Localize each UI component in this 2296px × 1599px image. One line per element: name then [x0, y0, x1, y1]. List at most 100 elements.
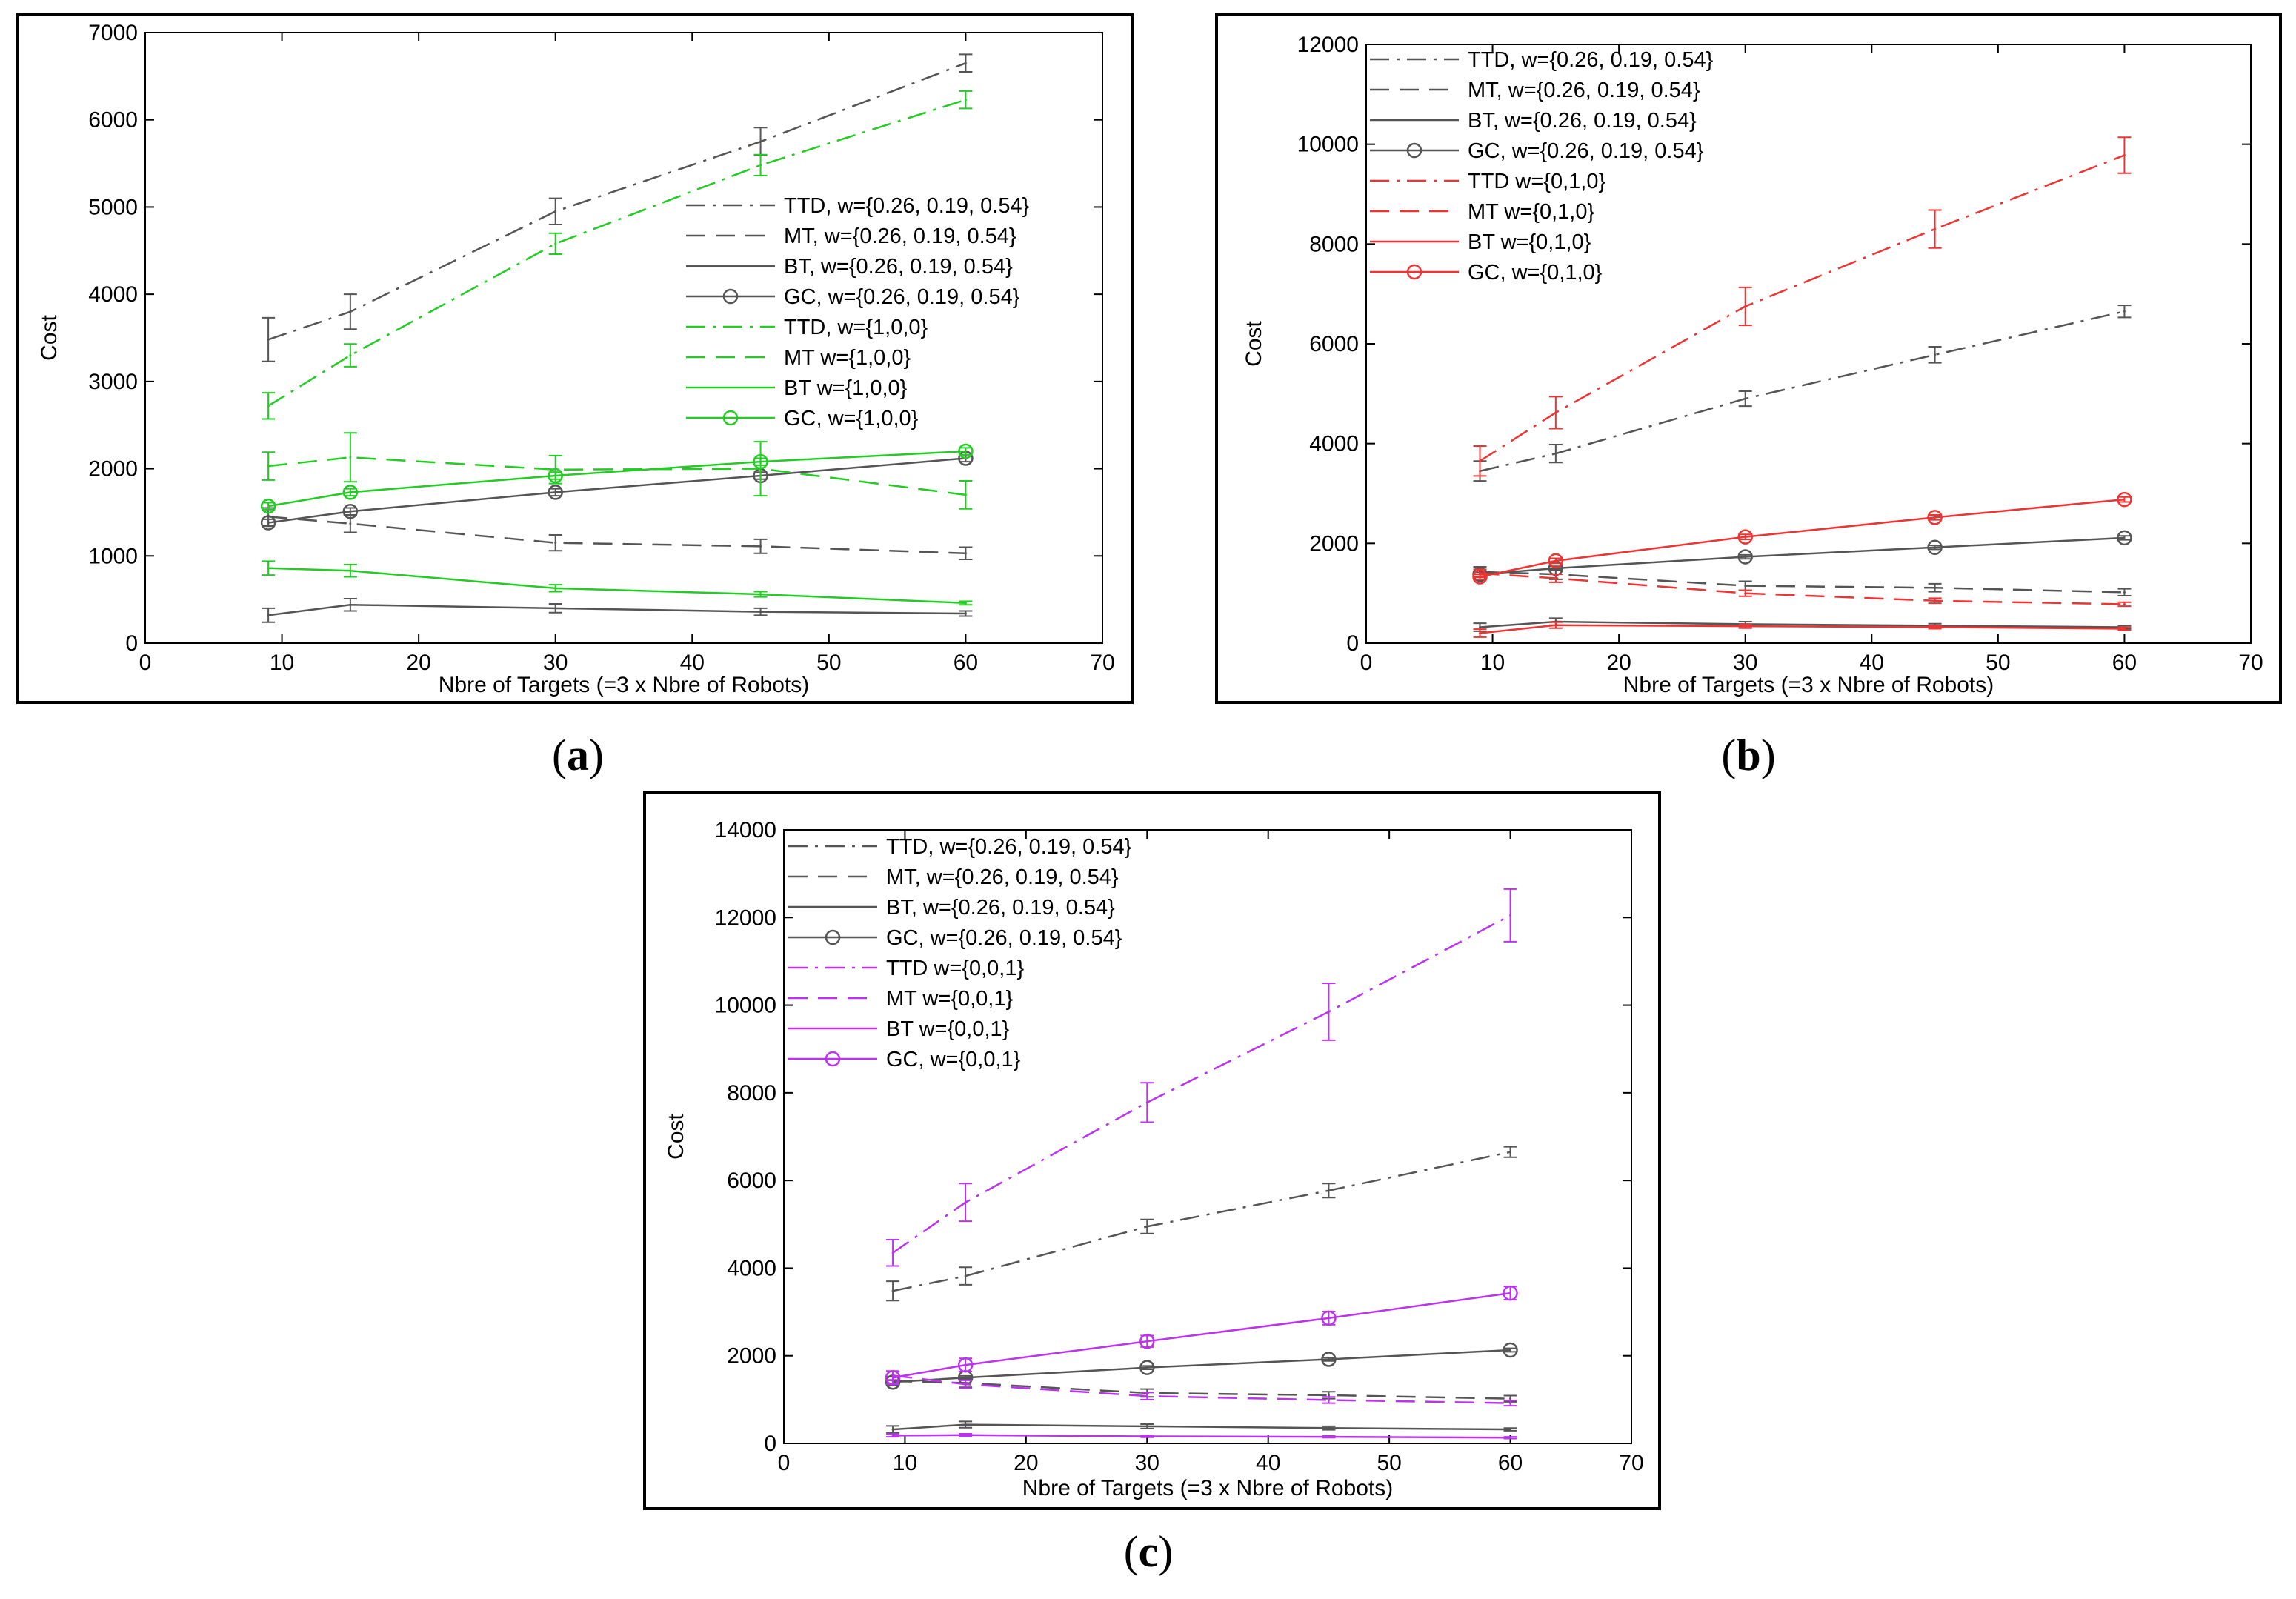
data-point: [1554, 411, 1557, 414]
x-tick-label: 50: [1377, 1451, 1401, 1475]
legend-marker: [825, 1051, 841, 1067]
data-point: [1554, 576, 1557, 579]
plot-area: [783, 829, 1632, 1444]
data-point: [342, 485, 359, 500]
y-tick-label: 2000: [727, 1344, 776, 1369]
data-point: [964, 493, 967, 496]
series-3: [885, 1342, 1518, 1390]
x-tick-label: 20: [406, 651, 430, 675]
legend-label: MT, w={0.26, 0.19, 0.54}: [886, 865, 1119, 889]
x-tick-label: 60: [1498, 1451, 1523, 1475]
data-point: [2123, 153, 2126, 156]
data-point: [349, 456, 352, 459]
caption-close: ): [1158, 1527, 1174, 1576]
caption-letter: c: [1138, 1527, 1159, 1576]
data-point: [1503, 1342, 1518, 1358]
chart-panel-a: 0 10 20 30 40 50 60 70 0 1000 2000 3000 4000 5000 6000…: [16, 13, 1134, 704]
chart-c: 0 10 20 30 40 50 60 70 0 2000 4000 6000 8000 10000 120…: [664, 818, 1644, 1500]
series-7: [885, 1285, 1518, 1386]
data-point: [1145, 1101, 1148, 1104]
data-point: [1554, 624, 1557, 627]
data-point: [964, 1423, 967, 1426]
data-point: [2123, 627, 2126, 630]
legend-label: TTD w={0,0,1}: [886, 957, 1024, 980]
x-tick-label: 70: [1090, 651, 1114, 675]
data-point: [1321, 1352, 1337, 1367]
y-tick-label: 5000: [88, 195, 138, 219]
series-0: [262, 53, 973, 362]
y-tick-label: 0: [125, 631, 138, 656]
caption-c: (c): [1074, 1526, 1222, 1578]
y-tick-label: 6000: [727, 1168, 776, 1193]
data-point: [1509, 1397, 1512, 1400]
series-5: [886, 1370, 1517, 1407]
x-tick-label: 10: [270, 651, 294, 675]
legend-label: BT w={0,0,1}: [886, 1017, 1010, 1041]
caption-letter: a: [567, 731, 589, 779]
data-point: [554, 587, 557, 590]
data-point: [1509, 1428, 1512, 1431]
series-line: [892, 914, 1511, 1254]
caption-b: (b): [1674, 730, 1823, 781]
x-tick-label: 40: [1860, 651, 1884, 675]
plot-area: [1365, 44, 2252, 644]
chart-panel-b: 0 10 20 30 40 50 60 70 0 2000 4000 6000 8000 10000 120…: [1215, 13, 2282, 704]
y-tick-label: 7000: [88, 21, 138, 45]
series-1: [262, 507, 973, 560]
series-6: [1473, 621, 2132, 638]
data-point: [1744, 592, 1747, 595]
x-tick-label: 30: [1733, 651, 1757, 675]
data-point: [342, 504, 359, 519]
data-point: [349, 310, 352, 313]
data-point: [1145, 1435, 1148, 1438]
data-point: [1509, 914, 1512, 917]
data-point: [964, 1201, 967, 1204]
data-point: [891, 1251, 894, 1254]
x-tick-label: 30: [1135, 1451, 1159, 1475]
legend-marker: [722, 410, 739, 426]
data-point: [554, 542, 557, 545]
x-tick-label: 30: [543, 651, 568, 675]
x-tick-label: 70: [2238, 651, 2263, 675]
data-point: [891, 1434, 894, 1437]
legend-label: TTD, w={0.26, 0.19, 0.54}: [784, 194, 1030, 218]
legend: TTD, w={0.26, 0.19, 0.54} MT, w={0.26, 0.…: [1370, 48, 1714, 285]
data-point: [1327, 1426, 1330, 1429]
series-4: [1473, 136, 2132, 477]
data-point: [964, 552, 967, 555]
data-point: [1737, 529, 1753, 545]
data-point: [1479, 459, 1482, 462]
caption-open: (: [1721, 731, 1737, 779]
legend-label: BT, w={0.26, 0.19, 0.54}: [1468, 109, 1697, 133]
x-tick-label: 60: [2112, 651, 2137, 675]
legend-label: MT w={0,1,0}: [1468, 200, 1594, 224]
legend-label: GC, w={0,0,1}: [886, 1048, 1021, 1071]
data-point: [1327, 1394, 1330, 1397]
legend-label: GC, w={0.26, 0.19, 0.54}: [784, 285, 1020, 309]
data-point: [2117, 491, 2132, 508]
series-7: [260, 443, 974, 514]
data-point: [1927, 510, 1943, 525]
data-point: [548, 485, 563, 500]
x-tick-label: 40: [1256, 1451, 1280, 1475]
y-tick-label: 3000: [88, 370, 138, 394]
data-point: [885, 1370, 901, 1386]
x-tick-label: 0: [778, 1451, 791, 1475]
y-tick-label: 8000: [1309, 232, 1359, 256]
data-point: [267, 338, 270, 341]
y-tick-label: 12000: [1297, 33, 1359, 57]
series-4: [262, 90, 973, 420]
data-point: [548, 468, 563, 484]
data-point: [554, 242, 557, 245]
data-point: [1327, 1010, 1330, 1013]
data-point: [1934, 353, 1937, 356]
data-point: [1509, 1151, 1512, 1154]
legend-marker: [722, 288, 739, 305]
data-point: [1479, 632, 1482, 635]
data-point: [759, 164, 762, 167]
x-tick-label: 0: [139, 651, 152, 675]
data-point: [2123, 591, 2126, 594]
y-tick-label: 0: [764, 1432, 776, 1456]
series-6: [886, 1432, 1517, 1440]
series-2: [262, 597, 973, 623]
